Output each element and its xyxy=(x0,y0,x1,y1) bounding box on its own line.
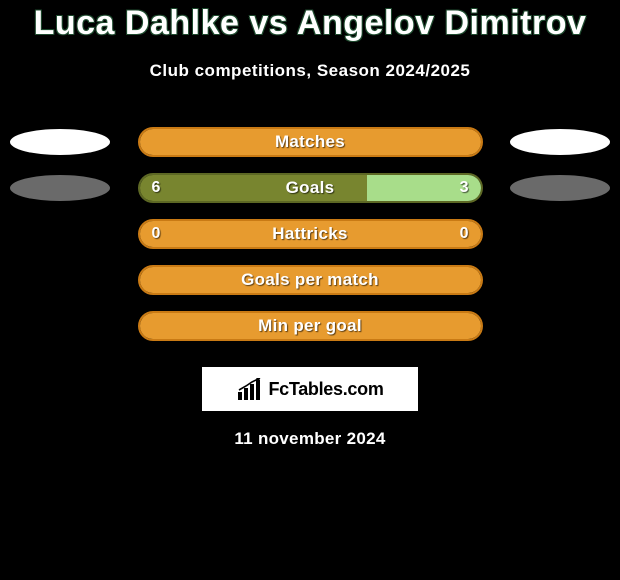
player1-name: Luca Dahlke xyxy=(34,4,240,42)
title-vs: vs xyxy=(249,4,288,42)
stat-value-right: 3 xyxy=(460,179,469,197)
date-line: 11 november 2024 xyxy=(0,429,620,449)
stat-value-right: 0 xyxy=(460,225,469,243)
player2-name: Angelov Dimitrov xyxy=(297,4,586,42)
score-ellipse-left xyxy=(10,175,110,201)
logo-box: FcTables.com xyxy=(202,367,418,411)
stat-row: Goals per match xyxy=(0,257,620,303)
stat-label: Goals xyxy=(140,178,481,198)
stat-label: Matches xyxy=(140,132,481,152)
score-ellipse-right xyxy=(510,129,610,155)
stat-bar: Min per goal xyxy=(138,311,483,341)
stats-area: Matches 6Goals3 0Hattricks0 Goals per match… xyxy=(0,119,620,349)
stat-row: 6Goals3 xyxy=(0,165,620,211)
score-ellipse-right xyxy=(510,175,610,201)
stat-value-left: 0 xyxy=(152,225,161,243)
stat-label: Goals per match xyxy=(140,270,481,290)
stat-bar: 0Hattricks0 xyxy=(138,219,483,249)
stat-row: Min per goal xyxy=(0,303,620,349)
logo-text: FcTables.com xyxy=(268,379,383,400)
stat-row: Matches xyxy=(0,119,620,165)
bar-chart-trend-icon xyxy=(236,378,262,400)
stat-bar: Goals per match xyxy=(138,265,483,295)
page-title: Luca Dahlke vs Angelov Dimitrov xyxy=(0,4,620,43)
stat-label: Hattricks xyxy=(140,224,481,244)
stat-value-left: 6 xyxy=(152,179,161,197)
subtitle: Club competitions, Season 2024/2025 xyxy=(0,61,620,81)
stat-bar: Matches xyxy=(138,127,483,157)
score-ellipse-left xyxy=(10,129,110,155)
comparison-card: Luca Dahlke vs Angelov Dimitrov Club com… xyxy=(0,0,620,449)
stat-label: Min per goal xyxy=(140,316,481,336)
stat-row: 0Hattricks0 xyxy=(0,211,620,257)
stat-bar: 6Goals3 xyxy=(138,173,483,203)
